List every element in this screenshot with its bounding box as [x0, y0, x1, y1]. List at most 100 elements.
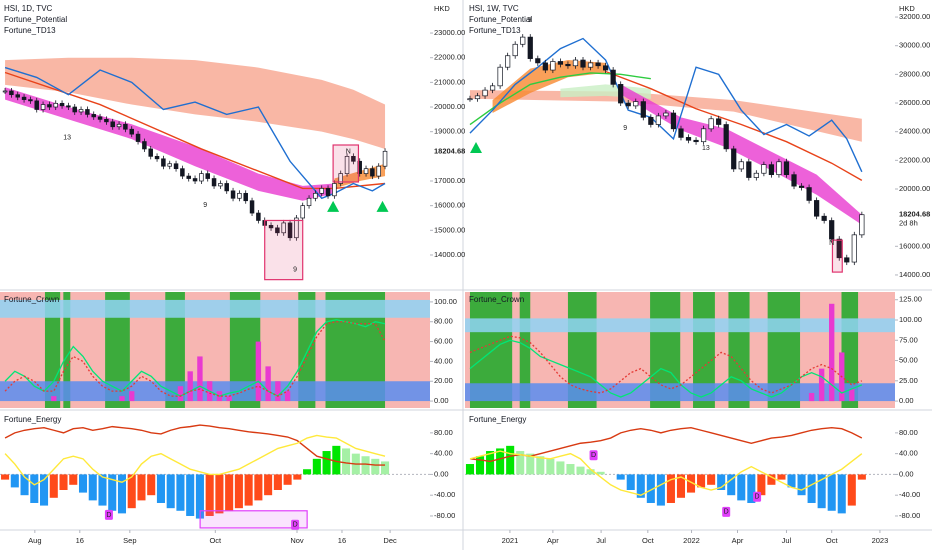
candle-body	[237, 192, 242, 199]
crown-band	[465, 318, 895, 333]
candle-body	[294, 217, 299, 239]
candle-body	[268, 225, 274, 229]
candle-body	[357, 160, 362, 174]
y-tick-label: 22000.00	[899, 155, 930, 164]
annotation: D	[293, 522, 298, 529]
energy-bar	[727, 474, 736, 496]
candle-body	[761, 164, 767, 174]
candle-body	[180, 168, 185, 177]
candle-body	[148, 148, 153, 157]
energy-bar	[283, 474, 292, 485]
energy-bar	[737, 474, 746, 501]
candle-body	[351, 155, 356, 162]
x-tick-label: Dec	[383, 536, 397, 545]
candle-body	[520, 36, 526, 45]
x-tick-label: Oct	[209, 536, 222, 545]
candle-body	[218, 183, 223, 187]
candle-body	[700, 128, 707, 143]
candle-body	[135, 133, 141, 142]
annotation: D	[591, 452, 596, 459]
annotation-bg	[104, 509, 113, 520]
energy-bar	[49, 474, 58, 498]
candle-body	[154, 155, 160, 160]
crown-zone	[519, 292, 531, 408]
crown-line	[4, 319, 386, 397]
y-tick-label: 21000.00	[434, 77, 465, 86]
energy-bar	[254, 474, 263, 501]
annotation: D	[755, 494, 760, 501]
candle-body	[821, 215, 827, 221]
energy-bar	[381, 461, 390, 475]
candle-body	[382, 150, 388, 167]
candle-body	[40, 104, 46, 110]
energy-bar	[1, 474, 10, 480]
y-tick-label: 0.00	[434, 396, 449, 405]
indicator-name: Fortune_Potential	[469, 15, 532, 24]
energy-bar	[273, 474, 282, 490]
plot-area: 9 9 13 N D D D	[465, 17, 895, 517]
crown-bar	[51, 396, 57, 402]
panel-title: Fortune_Energy	[469, 415, 526, 424]
candle-body	[2, 90, 8, 93]
crown-bar	[255, 341, 262, 402]
candle-body	[640, 101, 646, 118]
indicator-band	[620, 84, 862, 225]
x-tick-label: Jul	[782, 536, 792, 545]
candle-body	[557, 61, 564, 65]
annotation: 13	[702, 145, 710, 152]
energy-bar	[88, 474, 97, 501]
y-tick-label: 26000.00	[899, 98, 930, 107]
candle-body	[363, 168, 369, 174]
annotation-bg	[589, 450, 598, 461]
y-tick-label: 60.00	[434, 337, 453, 346]
energy-bar	[797, 474, 806, 496]
candle-body	[814, 200, 820, 217]
candle-body	[224, 183, 229, 192]
annotation: 9	[623, 125, 627, 132]
energy-bar	[576, 466, 585, 475]
energy-bar	[646, 474, 655, 503]
candle-body	[663, 112, 669, 117]
candle-body	[753, 172, 759, 178]
candle-body	[806, 187, 812, 201]
energy-bar	[166, 474, 175, 509]
candle-body	[167, 163, 172, 167]
energy-bar	[707, 474, 716, 485]
buy-signal	[376, 200, 389, 212]
energy-bar	[837, 474, 846, 514]
energy-bar	[127, 474, 136, 509]
crown-zone	[298, 292, 316, 408]
buy-signal	[470, 142, 483, 154]
y-tick-label: 80.00	[434, 317, 453, 326]
energy-bar	[556, 461, 565, 475]
candle-body	[633, 101, 639, 107]
energy-bar	[486, 451, 495, 475]
last-price: 18204.68	[899, 210, 930, 219]
candle-body	[53, 102, 58, 108]
energy-bar	[371, 458, 380, 475]
energy-bar	[747, 474, 756, 503]
candle-body	[306, 197, 312, 207]
indicator-line	[469, 72, 651, 126]
crown-bar	[849, 388, 855, 402]
crown-bar	[284, 391, 291, 402]
energy-bar	[857, 474, 866, 480]
energy-bar	[332, 445, 341, 475]
crown-bar	[275, 381, 281, 402]
candle-body	[104, 119, 109, 123]
candle-body	[116, 123, 122, 128]
energy-bar	[147, 474, 156, 496]
crown-zone	[165, 292, 185, 408]
candle-body	[572, 59, 579, 67]
crown-line	[469, 339, 863, 398]
y-tick-label: 14000.00	[434, 250, 465, 259]
indicator-line	[469, 37, 863, 173]
x-tick-label: 2021	[502, 536, 519, 545]
candle-body	[243, 192, 248, 202]
y-tick-label: 80.00	[899, 428, 918, 437]
energy-bar	[536, 456, 545, 475]
energy-bar	[546, 458, 555, 475]
y-tick-label: 28000.00	[899, 69, 930, 78]
crown-zone	[44, 292, 61, 408]
energy-bar	[40, 474, 49, 506]
